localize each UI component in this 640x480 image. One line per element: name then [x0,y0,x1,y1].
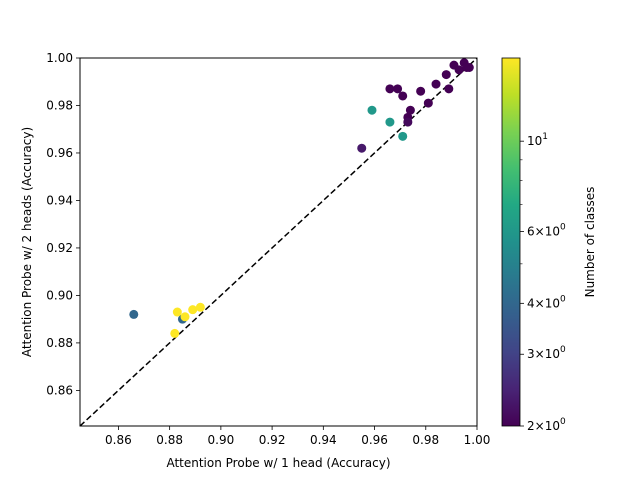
x-tick-label: 0.92 [259,433,286,447]
x-tick-label: 0.90 [208,433,235,447]
data-point [405,105,415,115]
y-tick-label: 0.96 [46,146,73,160]
data-point [385,84,395,94]
data-point [188,305,198,315]
data-point [403,117,413,127]
data-point [172,307,182,317]
x-tick-label: 0.86 [105,433,132,447]
data-point [398,91,408,101]
colorbar-tick-label: 4×100 [527,294,566,310]
y-axis: 0.86 0.88 0.90 0.92 0.94 0.96 0.98 1.00 [46,51,80,397]
data-point [385,117,395,127]
y-axis-label: Attention Probe w/ 2 heads (Accuracy) [20,127,34,357]
x-tick-label: 0.96 [361,433,388,447]
colorbar-tick-label: 6×100 [527,223,566,239]
colorbar-tick-label: 3×100 [527,345,566,361]
colorbar-label: Number of classes [583,187,597,298]
colorbar: 2×100 3×100 4×100 6×100 101 Number of classe… [501,57,597,433]
y-tick-label: 0.86 [46,383,73,397]
x-tick-label: 0.88 [156,433,183,447]
data-point [195,302,205,312]
data-points [129,58,474,338]
colorbar-tick-label: 2×100 [527,417,566,433]
data-point [180,312,190,322]
y-tick-label: 0.88 [46,336,73,350]
data-point [129,309,139,319]
plot-border [79,57,478,427]
data-point [423,98,433,108]
data-point [393,84,403,94]
x-tick-label: 1.00 [464,433,491,447]
data-point [441,70,451,80]
data-point [454,65,464,75]
plot-area [79,57,478,427]
data-point [416,86,426,96]
data-point [464,62,474,72]
data-point [170,328,180,338]
x-axis: 0.86 0.88 0.90 0.92 0.94 0.96 0.98 1.00 [105,426,490,447]
y-tick-label: 0.90 [46,288,73,302]
data-point [444,84,454,94]
colorbar-gradient [501,57,521,427]
x-axis-label: Attention Probe w/ 1 head (Accuracy) [166,456,390,470]
data-point [398,131,408,141]
x-tick-label: 0.94 [310,433,337,447]
y-tick-label: 1.00 [46,51,73,65]
colorbar-ticks: 2×100 3×100 4×100 6×100 101 [520,132,566,433]
data-point [357,143,367,153]
colorbar-tick-label: 101 [527,132,548,148]
x-tick-label: 0.98 [412,433,439,447]
y-tick-label: 0.98 [46,98,73,112]
y-tick-label: 0.92 [46,241,73,255]
y-tick-label: 0.94 [46,193,73,207]
data-point [367,105,377,115]
data-point [431,79,441,89]
